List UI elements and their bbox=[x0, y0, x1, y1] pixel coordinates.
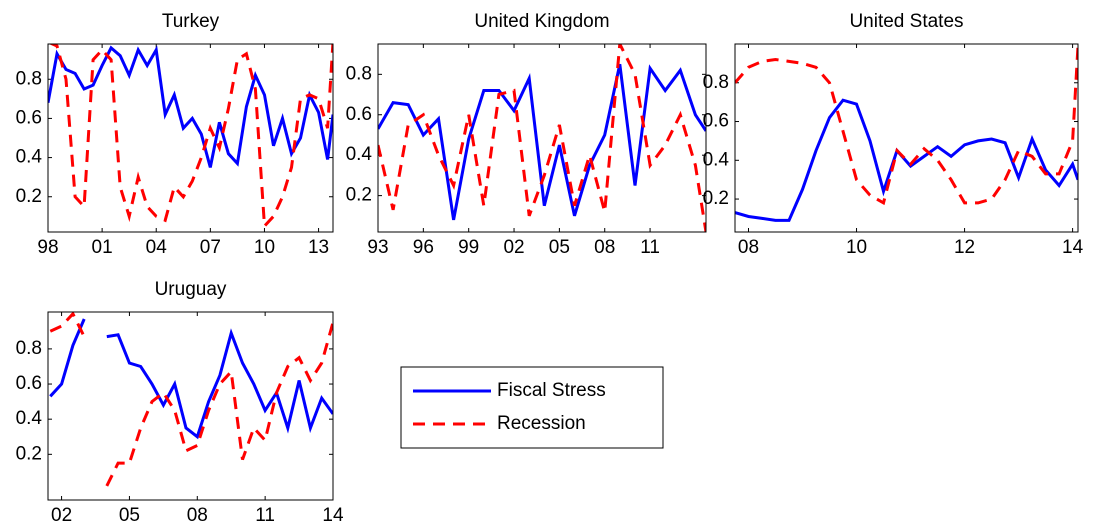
x-tick-label: 11 bbox=[640, 237, 660, 258]
series-line bbox=[735, 45, 1078, 206]
y-tick-label: 0.8 bbox=[346, 63, 372, 84]
legend-label: Fiscal Stress bbox=[497, 380, 606, 401]
y-tick-label: 0.8 bbox=[16, 68, 42, 89]
plot-area bbox=[48, 312, 333, 500]
series-line bbox=[378, 44, 706, 232]
y-tick-label: 0.6 bbox=[346, 104, 372, 125]
y-tick-label: 0.2 bbox=[346, 185, 372, 206]
legend: Fiscal Stress Recession bbox=[400, 366, 664, 449]
y-tick-label: 0.6 bbox=[16, 107, 42, 128]
series-line bbox=[48, 45, 333, 168]
x-tick-label: 98 bbox=[37, 237, 58, 258]
series-line bbox=[49, 312, 333, 487]
panel: Uruguay 0.2 0.4 0.6 0.8 02 05 08 11 14 bbox=[16, 279, 344, 526]
plot-area bbox=[48, 44, 333, 232]
panel: Turkey 0.2 0.4 0.6 0.8 98 01 04 07 10 13 bbox=[16, 11, 334, 258]
plot-frame bbox=[47, 43, 334, 233]
y-tick-label: 0.4 bbox=[16, 408, 43, 429]
plot-frame bbox=[377, 43, 707, 233]
panel-title: United Kingdom bbox=[474, 11, 609, 32]
x-tick-label: 02 bbox=[503, 237, 524, 258]
x-tick-label: 96 bbox=[413, 237, 434, 258]
x-tick-label: 12 bbox=[954, 237, 975, 258]
panel: United States 0.2 0.4 0.6 0.8 08 10 12 14 bbox=[703, 11, 1084, 258]
x-tick-label: 08 bbox=[187, 505, 208, 526]
x-tick-label: 02 bbox=[51, 505, 72, 526]
x-tick-label: 93 bbox=[367, 237, 388, 258]
x-tick-label: 10 bbox=[846, 237, 867, 258]
series-line bbox=[48, 44, 333, 230]
y-tick-label: 0.2 bbox=[703, 188, 729, 209]
panel-title: Uruguay bbox=[155, 279, 227, 300]
x-tick-label: 13 bbox=[308, 237, 329, 258]
plot-area bbox=[735, 44, 1078, 232]
legend-label: Recession bbox=[497, 413, 586, 434]
y-tick-label: 0.2 bbox=[16, 186, 42, 207]
x-tick-label: 08 bbox=[738, 237, 759, 258]
y-tick-label: 0.6 bbox=[16, 373, 42, 394]
x-tick-label: 07 bbox=[200, 237, 221, 258]
y-tick-label: 0.4 bbox=[346, 144, 373, 165]
plot-frame bbox=[734, 43, 1079, 233]
x-tick-label: 05 bbox=[119, 505, 140, 526]
x-tick-label: 14 bbox=[322, 505, 344, 526]
plot-frame bbox=[47, 311, 334, 501]
x-tick-label: 10 bbox=[254, 237, 275, 258]
y-tick-label: 0.4 bbox=[703, 149, 730, 170]
x-tick-label: 11 bbox=[255, 505, 275, 526]
y-tick-label: 0.6 bbox=[703, 111, 729, 132]
panel-title: Turkey bbox=[162, 11, 220, 32]
y-tick-label: 0.2 bbox=[16, 443, 42, 464]
plot-area bbox=[378, 44, 706, 232]
x-tick-label: 99 bbox=[458, 237, 479, 258]
x-tick-label: 14 bbox=[1062, 237, 1084, 258]
y-tick-label: 0.4 bbox=[16, 147, 43, 168]
series-line bbox=[49, 318, 333, 440]
x-tick-label: 04 bbox=[146, 237, 168, 258]
series-line bbox=[378, 63, 706, 221]
y-tick-label: 0.8 bbox=[16, 338, 42, 359]
x-tick-label: 01 bbox=[92, 237, 113, 258]
x-tick-label: 08 bbox=[594, 237, 615, 258]
y-tick-label: 0.8 bbox=[703, 72, 729, 93]
panel: United Kingdom 0.2 0.4 0.6 0.8 93 96 99 02 05 08 11 bbox=[346, 11, 707, 258]
panel-title: United States bbox=[849, 11, 963, 32]
x-tick-label: 05 bbox=[549, 237, 570, 258]
legend-box bbox=[400, 366, 664, 449]
